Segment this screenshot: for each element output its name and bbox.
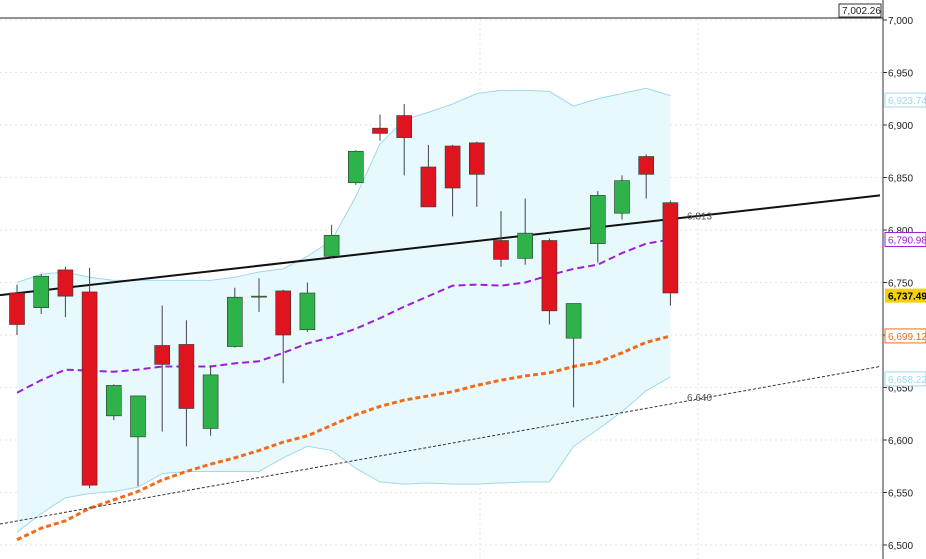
price-tick-label: 6,600	[888, 436, 913, 447]
candle	[81, 267, 98, 489]
candle	[493, 211, 509, 267]
price-tag-label: 6,923.74	[888, 96, 926, 107]
candle	[154, 305, 170, 432]
candle	[130, 395, 146, 487]
candle-body-up	[565, 303, 582, 339]
candle	[468, 141, 485, 207]
top-level-tag: 7,002.26	[838, 3, 882, 18]
candle-body-up	[347, 150, 364, 184]
candle-body-down	[468, 142, 485, 175]
price-tag-box	[884, 371, 926, 387]
candle	[33, 274, 50, 314]
price-tick-label: 6,550	[888, 489, 913, 500]
candle	[57, 266, 74, 318]
price-tag-label: 6,737.49	[888, 292, 926, 303]
price-tag-label: 6,658.22	[888, 375, 926, 386]
candles	[9, 104, 679, 489]
price-tick-label: 6,500	[888, 541, 913, 552]
candle-body-up	[227, 296, 243, 347]
candle	[541, 238, 558, 325]
candle-body-up	[202, 374, 219, 429]
candle	[444, 144, 461, 217]
candle-body-down	[372, 127, 388, 134]
price-tag-label: 6,699.12	[888, 332, 926, 343]
candle	[227, 287, 243, 348]
candle	[275, 289, 292, 384]
price-tag-box	[884, 231, 926, 247]
price-tick-label: 6,650	[888, 384, 913, 395]
candle-body-down	[275, 290, 292, 336]
candle	[323, 224, 340, 259]
top-level-box	[838, 3, 882, 18]
candle-body-down	[396, 115, 413, 138]
price-tick-label: 6,850	[888, 174, 913, 185]
price-tag: 6,658.22	[884, 371, 926, 387]
candle	[589, 191, 606, 263]
candle	[202, 365, 219, 436]
candle-body-up	[299, 292, 316, 331]
price-tag-box	[885, 288, 926, 303]
price-tag-box	[884, 328, 926, 344]
price-tag: 6,923.74	[884, 92, 926, 108]
candle	[396, 104, 413, 176]
candle-body-up	[106, 385, 122, 417]
candle-body-down	[9, 292, 25, 325]
price-tag: 6,790.98	[884, 231, 926, 247]
candle-body-down	[81, 291, 98, 486]
line-value-label: 6.813	[687, 211, 712, 222]
candle	[565, 303, 582, 408]
candle	[347, 150, 364, 185]
indicator-lines: 6.813 6.640	[0, 17, 883, 542]
candle	[420, 144, 437, 208]
candle-body-down	[444, 145, 461, 189]
price-tick-label: 6,900	[888, 121, 913, 132]
candle-body-down	[420, 166, 437, 208]
candle-body-up	[614, 180, 630, 214]
candle-body-down	[662, 202, 679, 294]
candle	[299, 282, 316, 332]
candle-body-up	[130, 395, 146, 438]
candle-body-up	[517, 232, 534, 259]
bollinger-band-fill	[17, 88, 671, 533]
candle	[9, 284, 25, 335]
candle	[662, 200, 679, 306]
price-tags: 6,923.74 6,790.98 6,737.49 6,699.12 6,658.22…	[838, 3, 926, 387]
candle-body-down	[541, 240, 558, 312]
candle	[614, 175, 630, 220]
candle	[106, 384, 122, 421]
price-tick-label: 6,750	[888, 279, 913, 290]
bollinger-lower-line	[16, 376, 671, 533]
candle-body-down	[57, 269, 74, 297]
moving-average-short-line	[16, 238, 671, 394]
trendline	[0, 194, 881, 297]
candle-body-down	[493, 240, 509, 260]
candle	[178, 320, 195, 447]
candle	[638, 154, 655, 199]
moving-average-long-line	[16, 334, 671, 542]
candle-body-up	[251, 295, 267, 298]
price-tag: 6,699.12	[884, 328, 926, 344]
price-tick-label: 6,950	[888, 69, 913, 80]
candle-body-up	[33, 275, 50, 309]
candle-body-down	[638, 156, 655, 175]
price-tick-label: 6,800	[888, 226, 913, 237]
candle	[251, 278, 267, 312]
candle-body-up	[589, 195, 606, 244]
candle	[517, 198, 534, 265]
price-tick-label: 7,000	[888, 16, 913, 27]
support-line	[0, 366, 881, 525]
price-tag-label: 6,790.98	[888, 235, 926, 246]
top-level-label: 7,002.26	[842, 6, 881, 17]
price-tag-box	[884, 92, 926, 108]
candle-body-down	[154, 345, 170, 365]
price-tag: 6,737.49	[885, 288, 926, 303]
candle-body-up	[323, 234, 340, 257]
candle	[372, 114, 388, 141]
line-value-label: 6.640	[687, 393, 712, 404]
candle-body-down	[178, 344, 195, 409]
